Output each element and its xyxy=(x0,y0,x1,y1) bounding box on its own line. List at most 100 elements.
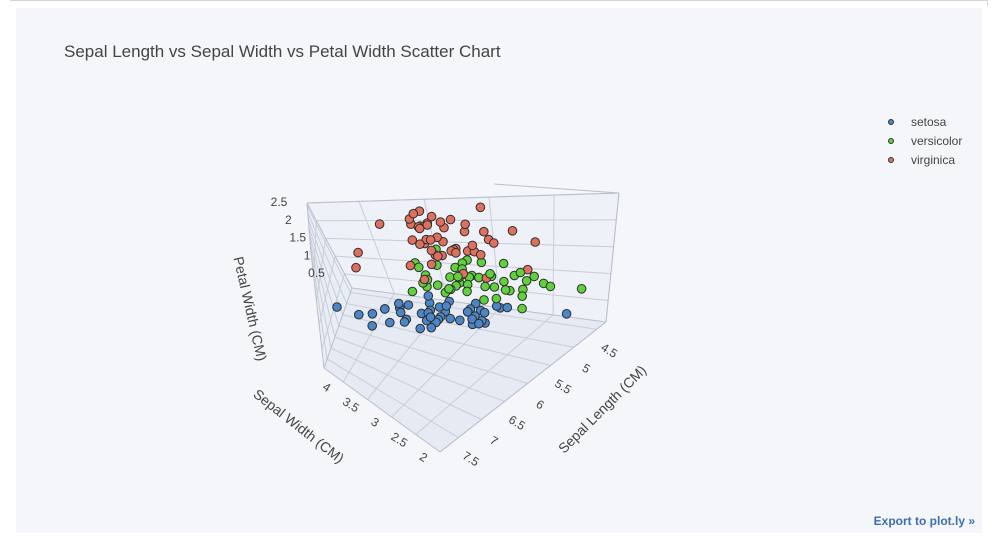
point-virginica xyxy=(475,202,486,213)
point-setosa xyxy=(367,321,378,331)
top-rule-end xyxy=(987,0,988,6)
point-setosa xyxy=(502,302,513,313)
point-virginica xyxy=(425,235,436,245)
point-virginica xyxy=(530,237,541,247)
z-tick-label: 2 xyxy=(285,213,292,227)
point-setosa xyxy=(455,315,465,326)
y-tick-label: 4 xyxy=(320,380,333,396)
x-tick-label: 6 xyxy=(534,397,547,413)
z-tick-label: 2.5 xyxy=(271,195,288,209)
cube-edge xyxy=(306,192,620,204)
z-tick-label: 1 xyxy=(304,248,311,262)
legend-label: setosa xyxy=(911,115,947,129)
gridline-z-wall xyxy=(344,273,609,301)
legend-marker-versicolor xyxy=(888,138,894,144)
point-setosa xyxy=(561,309,572,319)
point-versicolor xyxy=(445,272,455,282)
point-virginica xyxy=(467,240,478,251)
back-wall-width xyxy=(307,203,352,368)
point-versicolor xyxy=(545,281,556,292)
point-setosa xyxy=(332,302,342,312)
point-virginica xyxy=(422,220,433,230)
point-setosa xyxy=(425,312,436,323)
point-versicolor xyxy=(498,258,509,269)
point-virginica xyxy=(460,219,471,230)
cube-edge xyxy=(306,202,312,254)
point-setosa xyxy=(367,309,378,319)
export-to-plotly-link[interactable]: Export to plot.ly » xyxy=(873,514,975,528)
point-setosa xyxy=(426,322,437,333)
point-virginica xyxy=(435,217,446,227)
point-virginica xyxy=(374,219,385,229)
point-virginica xyxy=(433,251,443,262)
point-setosa xyxy=(354,309,364,320)
point-virginica xyxy=(426,211,437,222)
z-tick-label: 1.5 xyxy=(289,231,306,245)
point-virginica xyxy=(451,248,461,258)
legend-label: versicolor xyxy=(911,134,963,148)
point-versicolor xyxy=(432,280,443,291)
legend-marker-setosa xyxy=(888,119,894,125)
z-tick-label: 0.5 xyxy=(308,266,325,280)
chart-title: Sepal Length vs Sepal Width vs Petal Wid… xyxy=(64,42,501,61)
point-setosa xyxy=(441,301,452,311)
z-axis-title: Petal Width (CM) xyxy=(230,255,270,362)
point-setosa xyxy=(395,307,406,318)
cube-edge xyxy=(306,202,353,289)
point-versicolor xyxy=(499,276,509,287)
gridline-z-wall xyxy=(313,220,317,277)
point-virginica xyxy=(408,208,419,219)
point-virginica xyxy=(405,260,416,271)
point-setosa xyxy=(403,300,414,310)
point-versicolor xyxy=(444,284,454,294)
point-virginica xyxy=(415,239,425,249)
point-setosa xyxy=(385,317,395,328)
back-wall-length xyxy=(307,193,619,322)
point-virginica xyxy=(426,259,437,270)
point-versicolor xyxy=(407,286,418,297)
point-versicolor xyxy=(491,293,502,304)
cube-edge xyxy=(323,287,353,369)
x-tick-label: 5.5 xyxy=(552,376,574,397)
cube-edge xyxy=(439,321,607,453)
point-versicolor xyxy=(517,291,528,302)
point-versicolor xyxy=(576,284,587,294)
point-setosa xyxy=(394,298,404,309)
x-axis-title: Sepal Length (CM) xyxy=(555,362,649,456)
point-virginica xyxy=(353,247,363,258)
y-tick-label: 2 xyxy=(417,450,430,466)
legend-marker-virginica xyxy=(888,157,894,163)
point-setosa xyxy=(467,314,477,324)
point-setosa xyxy=(423,291,434,301)
point-versicolor xyxy=(485,269,495,279)
gridline-z-wall xyxy=(315,238,327,301)
point-versicolor xyxy=(500,285,511,295)
gridline-z-wall xyxy=(321,273,345,349)
point-virginica xyxy=(507,226,518,236)
point-setosa xyxy=(445,313,456,324)
cube-edge xyxy=(323,367,441,453)
cube-edge xyxy=(493,183,620,194)
point-versicolor xyxy=(480,281,490,292)
cube-edge xyxy=(310,252,325,369)
point-virginica xyxy=(407,235,418,245)
y-tick-label: 3 xyxy=(369,415,382,431)
top-rule xyxy=(10,0,988,1)
point-virginica xyxy=(419,274,430,285)
y-axis-title: Sepal Width (CM) xyxy=(250,386,347,467)
legend-label: virginica xyxy=(911,153,956,167)
point-versicolor xyxy=(521,276,532,286)
floor-plane xyxy=(324,288,606,452)
point-virginica xyxy=(475,250,486,260)
gridline-z-wall xyxy=(318,256,336,325)
x-tick-label: 7.5 xyxy=(460,448,482,469)
point-setosa xyxy=(380,304,390,314)
point-setosa xyxy=(462,307,473,317)
point-versicolor xyxy=(489,282,500,292)
point-setosa xyxy=(415,323,426,334)
point-setosa xyxy=(474,318,484,329)
point-versicolor xyxy=(479,295,489,305)
point-virginica xyxy=(479,226,489,237)
x-tick-label: 6.5 xyxy=(506,412,528,433)
